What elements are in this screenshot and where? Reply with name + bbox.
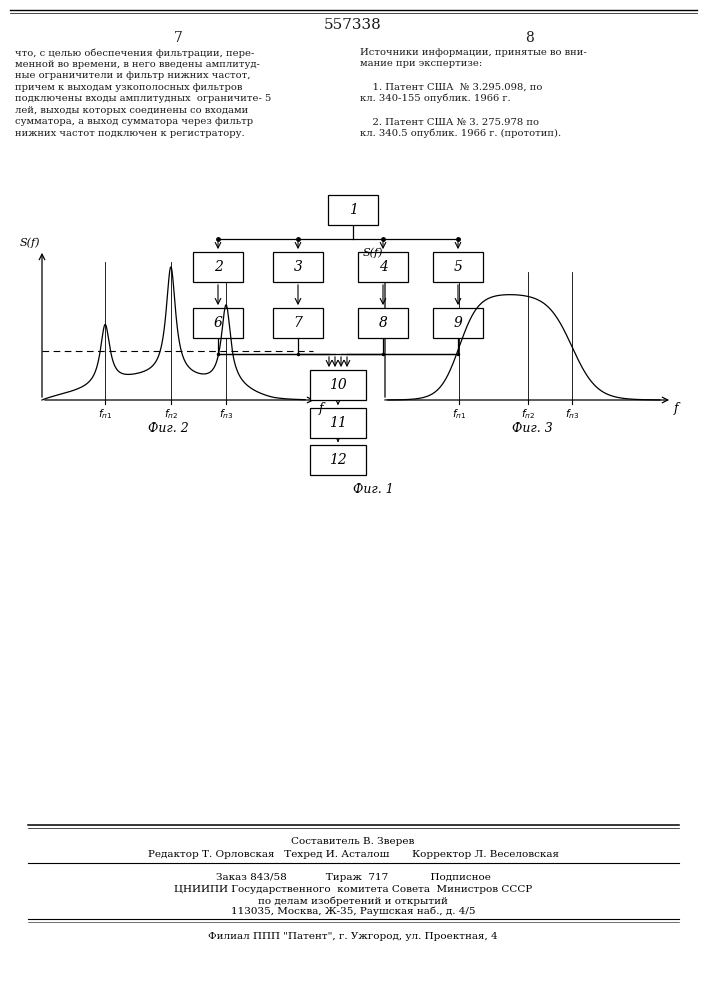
Bar	[433, 252, 483, 282]
Text: f: f	[674, 402, 678, 415]
Text: 7: 7	[173, 31, 182, 45]
Text: ЦНИИПИ Государственного  комитета Совета  Министров СССР: ЦНИИПИ Государственного комитета Совета …	[174, 885, 532, 894]
Bar	[273, 308, 323, 338]
Text: 8: 8	[378, 316, 387, 330]
Text: $f_{п1}$: $f_{п1}$	[98, 407, 112, 421]
Text: Источники информации, принятые во вни-
мание при экспертизе:

    1. Патент США : Источники информации, принятые во вни- м…	[360, 48, 587, 138]
Text: 557338: 557338	[324, 18, 382, 32]
Bar	[310, 370, 366, 400]
Text: $f_{п2}$: $f_{п2}$	[164, 407, 178, 421]
Bar	[310, 445, 366, 475]
Bar	[358, 252, 408, 282]
Text: Фиг. 3: Фиг. 3	[512, 422, 553, 435]
Text: Филиал ППП "Патент", г. Ужгород, ул. Проектная, 4: Филиал ППП "Патент", г. Ужгород, ул. Про…	[208, 932, 498, 941]
Text: 113035, Москва, Ж-35, Раушская наб., д. 4/5: 113035, Москва, Ж-35, Раушская наб., д. …	[230, 907, 475, 916]
Text: 9: 9	[454, 316, 462, 330]
Text: 5: 5	[454, 260, 462, 274]
Text: Составитель В. Зверев: Составитель В. Зверев	[291, 837, 415, 846]
Text: Заказ 843/58            Тираж  717             Подписное: Заказ 843/58 Тираж 717 Подписное	[216, 873, 491, 882]
Bar	[273, 252, 323, 282]
Bar	[193, 252, 243, 282]
Text: 10: 10	[329, 378, 347, 392]
Bar	[328, 195, 378, 225]
Text: 2: 2	[214, 260, 223, 274]
Text: 1: 1	[349, 203, 358, 217]
Text: 12: 12	[329, 453, 347, 467]
Text: 4: 4	[378, 260, 387, 274]
Text: $f_{п2}$: $f_{п2}$	[521, 407, 535, 421]
Text: 11: 11	[329, 416, 347, 430]
Text: 7: 7	[293, 316, 303, 330]
Text: S(f): S(f)	[363, 247, 383, 258]
Text: 6: 6	[214, 316, 223, 330]
Text: что, с целью обеспечения фильтрации, пере-
менной во времени, в него введены амп: что, с целью обеспечения фильтрации, пер…	[15, 48, 271, 138]
Text: 3: 3	[293, 260, 303, 274]
Text: Фиг. 1: Фиг. 1	[353, 483, 393, 496]
Text: по делам изобретений и открытий: по делам изобретений и открытий	[258, 896, 448, 906]
Text: 8: 8	[525, 31, 534, 45]
Text: $f_{п3}$: $f_{п3}$	[219, 407, 233, 421]
Bar	[433, 308, 483, 338]
Text: $f_{п3}$: $f_{п3}$	[565, 407, 579, 421]
Text: $f_{п1}$: $f_{п1}$	[452, 407, 467, 421]
Bar	[310, 408, 366, 438]
Text: Редактор Т. Орловская   Техред И. Асталош       Корректор Л. Веселовская: Редактор Т. Орловская Техред И. Асталош …	[148, 850, 559, 859]
Text: Фиг. 2: Фиг. 2	[148, 422, 189, 435]
Bar	[193, 308, 243, 338]
Bar	[358, 308, 408, 338]
Text: S(f): S(f)	[20, 237, 40, 248]
Text: f: f	[319, 402, 323, 415]
